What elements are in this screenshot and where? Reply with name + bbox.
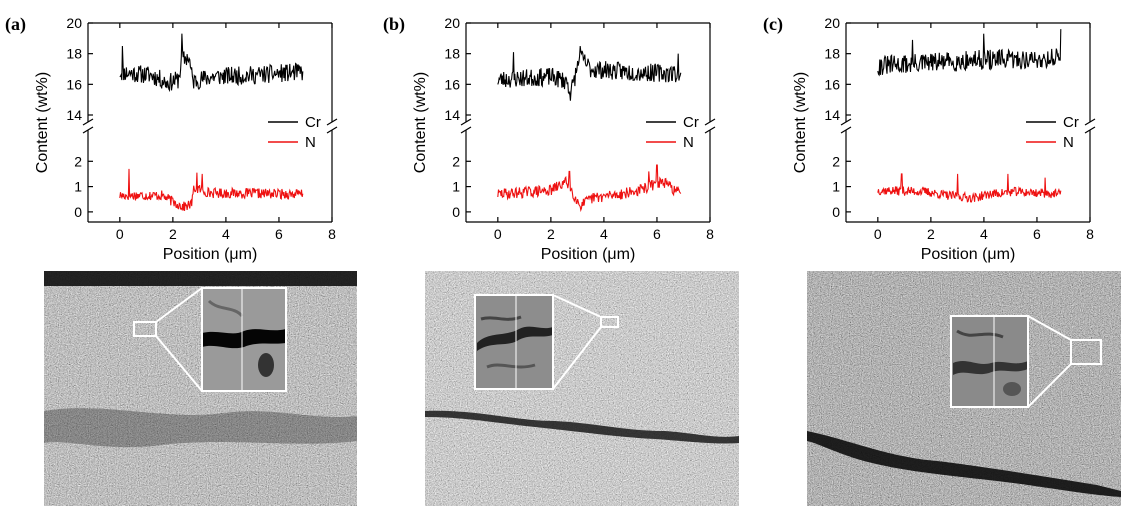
crack [807,431,1121,497]
top-dark-band [44,271,357,286]
x-tick-label: 6 [1033,226,1041,242]
y-tick-label: 0 [452,204,460,220]
panel-label-a: (a) [5,14,26,35]
axis-break-mark [704,118,716,134]
micrograph-texture [425,271,739,506]
micrograph-a [44,271,357,506]
x-tick-label: 8 [706,226,714,242]
axis-break-mark [1084,118,1096,134]
zoom-line-bottom [155,335,203,392]
micrograph-b [425,271,739,506]
y-tick-label: 20 [824,15,840,31]
micrograph-c [807,271,1121,506]
chart-panel-c: (c) 0 2 4 6 8 14 16 18 20 0 1 2 Position (μm) Content… [763,14,1096,263]
series-line-cr [119,33,304,93]
series-line-n [497,164,682,213]
x-tick-label: 0 [494,226,502,242]
x-axis-label: Position (μm) [921,246,1016,263]
panel-label-b: (b) [383,14,405,35]
axes [82,22,338,223]
zoom-line-bottom [1027,363,1072,408]
y-tick-label: 0 [74,204,82,220]
chart-panel-b: (b) 0 2 4 6 8 14 16 18 20 0 1 2 Position (μm) Content… [383,14,716,263]
axis-break-mark [460,118,472,134]
zoom-line-top [155,287,203,323]
axis-break-mark [82,118,94,134]
legend-label-n: N [1063,134,1074,151]
y-tick-label: 1 [74,179,82,195]
y-tick-label: 16 [824,76,840,92]
series-line-n [877,173,1062,203]
zoom-line-bottom [552,326,602,390]
zoom-inset [950,315,1029,408]
zoom-inset [474,294,554,390]
zoom-line-top [552,294,602,318]
y-tick-label: 14 [66,107,82,123]
y-axis-label: Content (wt%) [792,72,809,173]
legend-label-n: N [305,134,316,151]
y-axis-label: Content (wt%) [412,72,429,173]
x-tick-label: 8 [328,226,336,242]
y-axis-label: Content (wt%) [34,72,51,173]
x-tick-label: 2 [169,226,177,242]
x-axis-label: Position (μm) [163,246,258,263]
y-tick-label: 18 [66,46,82,62]
axis-break-mark [840,118,852,134]
x-tick-label: 6 [653,226,661,242]
dark-band [44,408,357,448]
selection-box [133,321,157,337]
y-tick-label: 14 [444,107,460,123]
x-tick-label: 4 [600,226,608,242]
chart-panel-a: (a) 0 2 4 6 8 14 16 18 20 0 1 2 Position (μm) Content… [5,14,338,263]
x-tick-label: 0 [874,226,882,242]
x-tick-label: 4 [222,226,230,242]
x-tick-label: 2 [547,226,555,242]
legend-label-n: N [683,134,694,151]
axes [840,22,1096,223]
y-tick-label: 2 [832,153,840,169]
x-tick-label: 8 [1086,226,1094,242]
series-line-cr [497,45,682,101]
y-tick-label: 0 [832,204,840,220]
y-tick-label: 16 [66,76,82,92]
y-tick-label: 16 [444,76,460,92]
panel-label-c: (c) [763,14,783,35]
y-tick-label: 14 [824,107,840,123]
crack [425,410,739,444]
legend-label-cr: Cr [683,114,699,131]
y-tick-label: 1 [832,179,840,195]
zoom-line-top [1027,315,1072,341]
y-tick-label: 2 [74,153,82,169]
y-tick-label: 20 [66,15,82,31]
y-tick-label: 18 [444,46,460,62]
series-line-n [119,168,304,212]
x-axis-label: Position (μm) [541,246,636,263]
x-tick-label: 6 [275,226,283,242]
x-tick-label: 4 [980,226,988,242]
legend-label-cr: Cr [1063,114,1079,131]
zoom-inset [201,287,287,392]
selection-box [1070,339,1102,365]
y-tick-label: 1 [452,179,460,195]
y-tick-label: 2 [452,153,460,169]
axes [460,22,716,223]
y-tick-label: 18 [824,46,840,62]
selection-box [600,316,619,328]
series-line-cr [877,29,1062,77]
x-tick-label: 2 [927,226,935,242]
y-tick-label: 20 [444,15,460,31]
legend-label-cr: Cr [305,114,321,131]
x-tick-label: 0 [116,226,124,242]
axis-break-mark [326,118,338,134]
